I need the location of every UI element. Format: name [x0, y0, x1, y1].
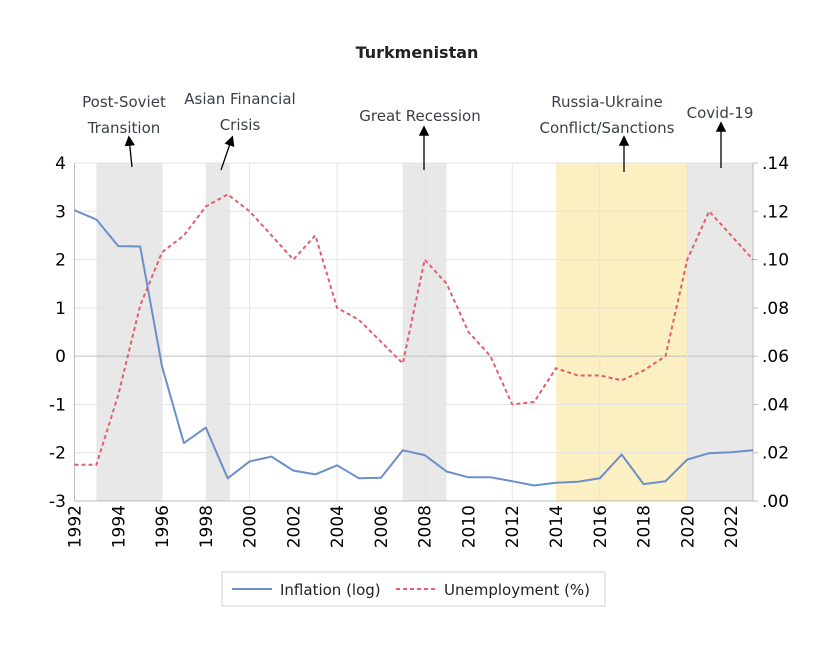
y-left-tick-label: 0 — [55, 347, 66, 367]
legend-label-unemployment: Unemployment (%) — [444, 581, 590, 599]
x-tick-label: 2002 — [284, 505, 304, 548]
y-left-tick-label: -3 — [49, 492, 66, 512]
y-right-tick-label: .04 — [762, 395, 789, 415]
annotation-label: Transition — [87, 119, 161, 137]
y-right-tick-label: .12 — [762, 202, 789, 222]
shaded-period — [96, 163, 163, 501]
y-right-tick-label: .08 — [762, 299, 789, 319]
x-tick-label: 2020 — [678, 505, 698, 548]
annotation-label: Russia-Ukraine — [551, 93, 663, 111]
x-tick-label: 2000 — [241, 505, 261, 548]
annotation-arrow-icon — [124, 135, 135, 168]
shaded-period — [556, 163, 688, 501]
annotation-label: Crisis — [220, 116, 261, 134]
y-right-tick-label: .10 — [762, 251, 789, 271]
unemployment-line — [74, 193, 754, 466]
y-left-tick-label: -2 — [49, 444, 66, 464]
y-right-tick-label: .06 — [762, 347, 789, 367]
annotation-label: Asian Financial — [184, 90, 295, 108]
x-tick-label: 1992 — [66, 505, 86, 548]
legend-label-inflation: Inflation (log) — [280, 581, 381, 599]
x-tick-label: 2016 — [591, 505, 611, 548]
y-left-tick-label: 4 — [55, 154, 66, 174]
x-tick-label: 2022 — [722, 505, 742, 548]
chart-title: Turkmenistan — [356, 43, 479, 62]
annotation-label: Conflict/Sanctions — [540, 119, 675, 137]
annotation-label: Covid-19 — [687, 104, 754, 122]
x-tick-label: 2014 — [547, 505, 567, 548]
y-right-tick-label: .00 — [762, 492, 789, 512]
annotation-label: Post-Soviet — [82, 93, 166, 111]
annotation-arrow-icon — [220, 135, 235, 171]
y-left-tick-label: 2 — [55, 251, 66, 271]
x-tick-label: 2010 — [459, 505, 479, 548]
x-tick-label: 2012 — [503, 505, 523, 548]
annotation-label: Great Recession — [359, 107, 480, 125]
x-tick-label: 2018 — [635, 505, 655, 548]
y-right-tick-label: .14 — [762, 154, 789, 174]
inflation-line — [74, 209, 754, 487]
x-tick-label: 2006 — [372, 505, 392, 548]
legend: Inflation (log) Unemployment (%) — [221, 571, 606, 607]
x-tick-label: 2008 — [416, 505, 436, 548]
x-tick-label: 1998 — [197, 505, 217, 548]
x-tick-label: 2004 — [328, 505, 348, 548]
x-tick-label: 1996 — [153, 505, 173, 548]
y-left-tick-label: 1 — [55, 299, 66, 319]
y-right-tick-label: .02 — [762, 444, 789, 464]
shaded-period — [687, 163, 753, 501]
y-left-tick-label: 3 — [55, 202, 66, 222]
shaded-period — [205, 163, 230, 501]
x-tick-label: 1994 — [109, 505, 129, 548]
y-left-tick-label: -1 — [49, 395, 66, 415]
